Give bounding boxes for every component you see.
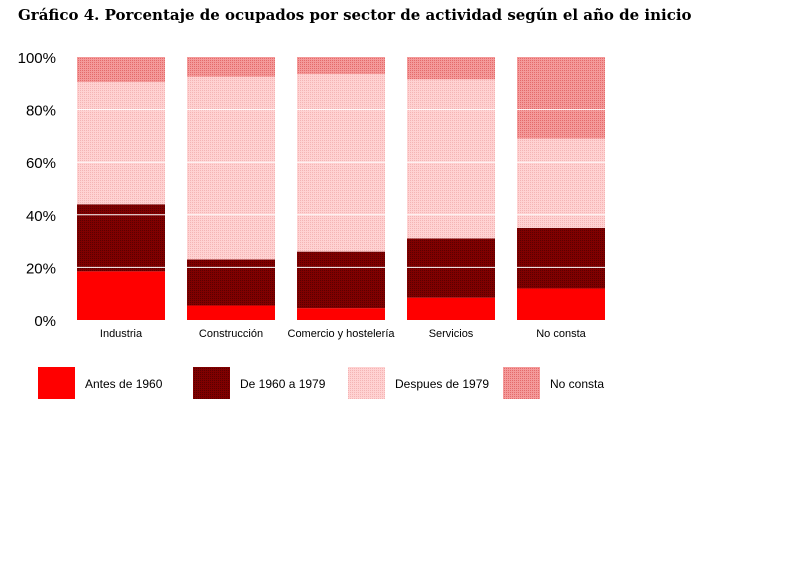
legend-swatch-antes-de-1960	[38, 367, 75, 399]
bar-servicios-antes-de-1960	[407, 297, 495, 320]
legend-label-de-1960-a-1979: De 1960 a 1979	[240, 377, 326, 391]
bar-no-consta-no-consta	[517, 57, 605, 139]
bar-comercio-y-hosteleria-antes-de-1960	[297, 308, 385, 320]
bar-construccion-no-consta	[187, 57, 275, 77]
x-tick-label: Servicios	[429, 328, 474, 340]
bar-no-consta-despues-de-1979	[517, 138, 605, 228]
bar-comercio-y-hosteleria-de-1960-a-1979	[297, 251, 385, 309]
y-tick-label: 20%	[26, 260, 56, 277]
y-tick-label: 80%	[26, 103, 56, 120]
bar-comercio-y-hosteleria-despues-de-1979	[297, 74, 385, 252]
legend-swatch-no-consta	[503, 367, 540, 399]
y-tick-label: 100%	[18, 50, 56, 67]
legend-swatch-despues-de-1979	[348, 367, 385, 399]
x-tick-label: Construcción	[199, 328, 263, 340]
x-tick-label: Comercio y hostelería	[288, 328, 396, 340]
bar-industria-no-consta	[77, 57, 165, 82]
y-tick-label: 0%	[34, 313, 56, 330]
legend-swatch-de-1960-a-1979	[193, 367, 230, 399]
x-tick-label: No consta	[536, 328, 586, 340]
bar-construccion-de-1960-a-1979	[187, 259, 275, 306]
bar-no-consta-de-1960-a-1979	[517, 227, 605, 289]
bar-industria-de-1960-a-1979	[77, 204, 165, 272]
bar-construccion-despues-de-1979	[187, 76, 275, 260]
y-tick-label: 40%	[26, 208, 56, 225]
bar-servicios-no-consta	[407, 57, 495, 80]
legend-label-no-consta: No consta	[550, 377, 604, 391]
x-tick-label: Industria	[100, 328, 143, 340]
y-tick-label: 60%	[26, 155, 56, 172]
bar-no-consta-antes-de-1960	[517, 288, 605, 320]
legend-label-antes-de-1960: Antes de 1960	[85, 377, 163, 391]
bar-servicios-despues-de-1979	[407, 79, 495, 239]
chart-title: Gráfico 4. Porcentaje de ocupados por se…	[18, 6, 692, 24]
bar-industria-despues-de-1979	[77, 81, 165, 205]
bar-servicios-de-1960-a-1979	[407, 238, 495, 298]
bar-industria-antes-de-1960	[77, 271, 165, 320]
bar-construccion-antes-de-1960	[187, 305, 275, 320]
bar-comercio-y-hosteleria-no-consta	[297, 57, 385, 75]
legend-label-despues-de-1979: Despues de 1979	[395, 377, 489, 391]
